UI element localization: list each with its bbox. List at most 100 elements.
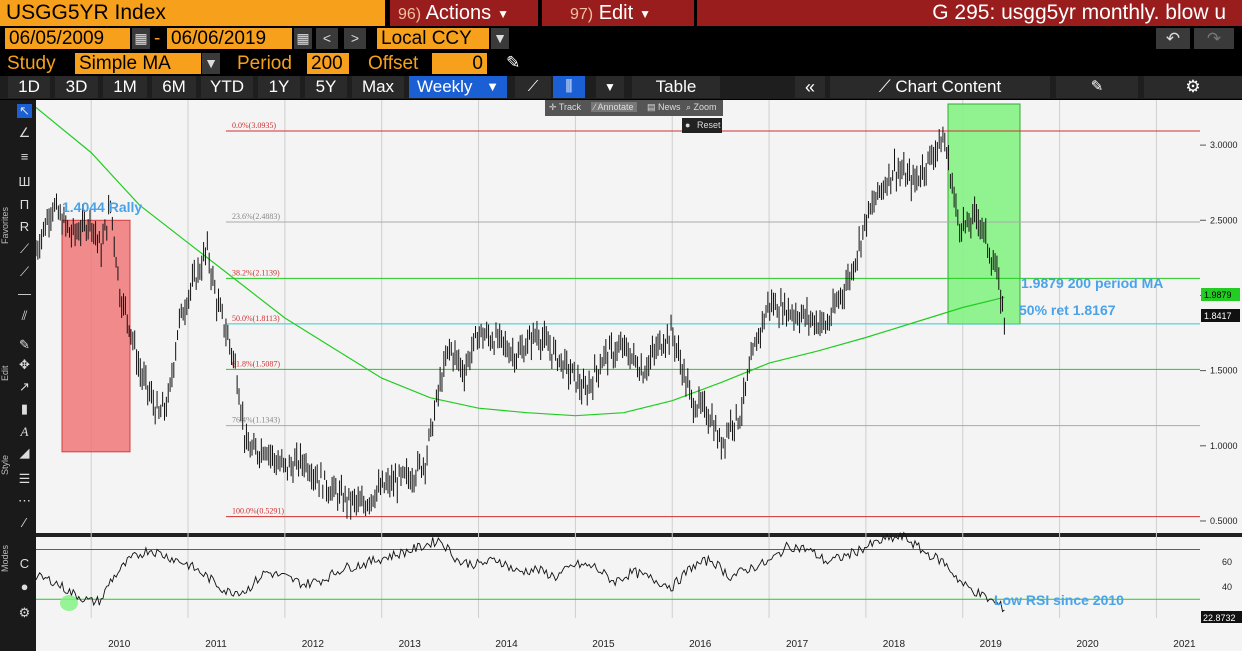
x-axis-bg (36, 618, 1242, 651)
move-icon[interactable]: ✥ (19, 357, 30, 372)
bar-chart-icon[interactable]: ⫼ (553, 76, 585, 98)
chevron-down-icon: ▼ (486, 79, 499, 94)
period-ytd[interactable]: YTD (201, 76, 253, 98)
study-select[interactable]: Simple MA (75, 53, 201, 74)
y-tick-label: 0.5000 (1210, 516, 1238, 526)
fib-tool-icon[interactable]: ≡ (20, 149, 29, 164)
last-price-tag-bg (1201, 309, 1240, 322)
period-1y[interactable]: 1Y (258, 76, 300, 98)
news-label: News (658, 102, 681, 112)
rsi-line (35, 531, 1005, 613)
fill-icon[interactable]: ◢ (19, 445, 30, 460)
pen-icon[interactable]: ✎ (19, 337, 30, 352)
rally-box (61, 219, 131, 453)
start-date-field[interactable]: 06/05/2009 (5, 28, 130, 49)
ray-tool-icon[interactable]: ⟋ (19, 264, 30, 279)
frequency-select[interactable]: Weekly ▼ (409, 76, 507, 98)
rsi-low-marker (60, 595, 78, 612)
settings-icon[interactable]: ⚙ (18, 605, 31, 620)
chevron-down-icon[interactable]: ▼ (202, 53, 220, 74)
hline-tool-icon[interactable]: — (18, 286, 31, 301)
period-6m[interactable]: 6M (152, 76, 196, 98)
reset-icon: ● (685, 120, 691, 130)
redo-icon[interactable]: ↷ (1194, 28, 1234, 49)
collapse-icon[interactable]: « (795, 76, 825, 98)
channel-tool-icon[interactable]: ⫽ (21, 308, 28, 323)
period-max[interactable]: Max (352, 76, 404, 98)
chart-title[interactable]: G 295: usgg5yr monthly. blow u (697, 0, 1242, 26)
select-icon[interactable]: ↗ (19, 379, 30, 394)
calendar-icon[interactable]: ▦ (132, 28, 150, 49)
x-tick-label: 2020 (1076, 639, 1099, 650)
line-weight-icon[interactable]: ☰ (18, 471, 31, 486)
offset-label: Offset (368, 53, 419, 74)
chart-area[interactable]: 2010 2011 2012 2013 2014 2015 2016 2017 2018 2019… (35, 100, 1242, 651)
chevron-down-icon[interactable]: ▼ (596, 76, 624, 98)
rally-annotation: 1.4044 Rally (62, 199, 142, 215)
moving-average-line (35, 107, 1005, 417)
edit-menu[interactable]: 97) Edit ▼ (542, 0, 694, 26)
y-tick-label: 1.5000 (1210, 366, 1238, 376)
dash-style-icon[interactable]: ⁄ (23, 515, 26, 530)
calendar-icon[interactable]: ▦ (294, 28, 312, 49)
line-tool-icon[interactable]: ∠ (18, 125, 31, 140)
eraser-icon[interactable]: ▮ (20, 401, 29, 416)
period-input[interactable]: 200 (307, 53, 349, 74)
news-tool[interactable]: ▤ News (647, 102, 681, 112)
annotate-tool[interactable]: ⁄ Annotate (591, 102, 637, 112)
rsi-tick-label: 40 (1222, 582, 1232, 592)
end-date-field[interactable]: 06/06/2019 (167, 28, 292, 49)
rsi-tick-label: 60 (1222, 557, 1232, 567)
actions-menu[interactable]: 96) Actions ▼ (390, 0, 538, 26)
cursor-icon[interactable]: ↖ (17, 104, 32, 118)
brush-icon[interactable]: ⟋ (19, 241, 30, 256)
text-tool-icon[interactable]: A (20, 424, 29, 439)
fib-label: 23.6%(2.4883) (232, 212, 280, 221)
period-3d[interactable]: 3D (55, 76, 98, 98)
study-label: Study (7, 53, 56, 74)
undo-icon[interactable]: ↶ (1156, 28, 1190, 49)
pencil-icon[interactable]: ✎ (506, 53, 521, 72)
table-button[interactable]: Table (632, 76, 720, 98)
x-tick-label: 2013 (399, 639, 422, 650)
period-label: Period (237, 53, 292, 74)
date-range-bar: 06/05/2009 ▦ - 06/06/2019 ▦ < > Local CC… (0, 28, 1242, 51)
y-tick-label: 3.0000 (1210, 140, 1238, 150)
top-toolbar: USGG5YR Index 96) Actions ▼ 97) Edit ▼ G 2… (0, 0, 1242, 27)
gear-icon[interactable]: ⚙ (1144, 76, 1242, 98)
modes-label: Modes (0, 544, 10, 572)
left-toolbar: ↖ ∠ ≡ Ш Π R ⟋ ⟋ — ⫽ ✎ ✥ ↗ ▮ A ◢ ☰ ⋯ ⁄ C … (0, 100, 36, 651)
edit-chart-icon[interactable]: ✎ (1056, 76, 1138, 98)
zoom-tool[interactable]: ⌕ Zoom (686, 102, 717, 112)
crosshair-mode-icon[interactable]: C (19, 556, 30, 571)
palette-icon[interactable]: ● (20, 579, 29, 594)
line-chart-icon[interactable]: ⟋ (515, 76, 551, 98)
line-style-icon[interactable]: ⋯ (18, 493, 31, 508)
ticker-field[interactable]: USGG5YR Index (0, 0, 385, 26)
price-chart[interactable]: 2010 2011 2012 2013 2014 2015 2016 2017 2018 2019… (35, 100, 1242, 651)
period-1m[interactable]: 1M (103, 76, 147, 98)
y-axis-bg (1200, 100, 1242, 618)
period-1d[interactable]: 1D (8, 76, 50, 98)
fork-tool-icon[interactable]: Ш (18, 174, 31, 189)
fib-label: 100.0%(0.5291) (232, 507, 284, 516)
track-tool[interactable]: ✛ Track (549, 102, 582, 112)
prev-arrow-icon[interactable]: < (316, 28, 338, 49)
fib-label: 0.0%(3.0935) (232, 121, 276, 130)
x-tick-label: 2010 (108, 639, 131, 650)
reset-button[interactable]: ● Reset (682, 118, 722, 133)
chart-content-button[interactable]: ⟋ Chart Content (830, 76, 1050, 98)
chevron-down-icon[interactable]: ▼ (491, 28, 509, 49)
fib-label: 50.0%(1.8113) (232, 314, 280, 323)
offset-input[interactable]: 0 (432, 53, 487, 74)
x-tick-label: 2012 (302, 639, 325, 650)
rsi-annotation: Low RSI since 2010 (994, 592, 1124, 608)
fib-label: 38.2%(2.1139) (232, 268, 280, 277)
currency-select[interactable]: Local CCY (377, 28, 489, 49)
y-tick-label: 1.0000 (1210, 441, 1238, 451)
column-tool-icon[interactable]: Π (19, 197, 30, 212)
x-tick-label: 2017 (786, 639, 809, 650)
period-5y[interactable]: 5Y (305, 76, 347, 98)
r-tool-icon[interactable]: R (19, 219, 30, 234)
next-arrow-icon[interactable]: > (344, 28, 366, 49)
